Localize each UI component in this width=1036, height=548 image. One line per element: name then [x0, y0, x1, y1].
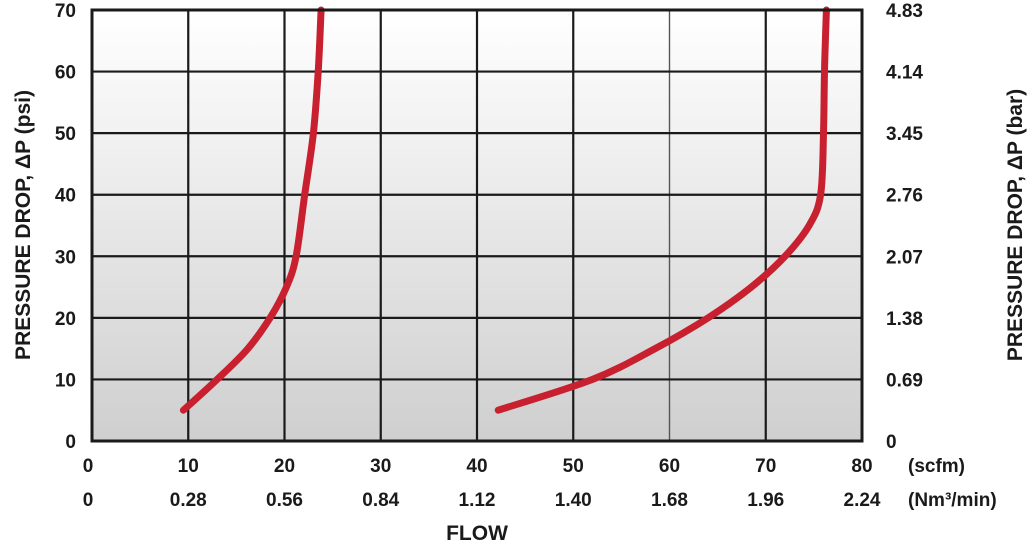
x-axis-title: FLOW: [446, 522, 508, 545]
x-tick-label-nm3: 1.12: [459, 490, 496, 511]
y-tick-label-bar: 1.38: [886, 309, 923, 330]
plot-frame: [90, 8, 864, 443]
x-tick-label-scfm: 60: [659, 456, 680, 477]
y-tick-label-bar: 2.76: [886, 186, 923, 207]
x-tick-label-scfm: 70: [755, 456, 776, 477]
x-unit-secondary: (Nm³/min): [908, 490, 997, 511]
x-tick-label-scfm: 10: [178, 456, 199, 477]
y-tick-label-psi: 70: [55, 1, 76, 22]
x-tick-label-nm3: 0.56: [266, 490, 303, 511]
y-tick-label-psi: 40: [55, 186, 76, 207]
y-tick-label-psi: 50: [55, 124, 76, 145]
y-tick-label-psi: 60: [55, 63, 76, 84]
x-tick-label-nm3: 0: [83, 490, 94, 511]
series-layer: [179, 6, 830, 414]
x-tick-label-nm3: 1.68: [651, 490, 688, 511]
x-tick-label-nm3: 1.40: [555, 490, 592, 511]
y-tick-label-psi: 30: [55, 247, 76, 268]
y-axis-title-left: PRESSURE DROP, ΔP (psi): [12, 90, 35, 360]
y-tick-label-bar: 0.69: [886, 370, 923, 391]
x-tick-label-scfm: 50: [563, 456, 584, 477]
x-tick-label-nm3: 2.24: [844, 490, 881, 511]
x-tick-label-scfm: 0: [83, 456, 94, 477]
y-axis-title-right: PRESSURE DROP, ΔP (bar): [1004, 89, 1027, 361]
x-tick-label-nm3: 0.28: [170, 490, 207, 511]
y-tick-label-psi: 10: [55, 370, 76, 391]
tick-labels: 00100.28200.56300.84401.12501.40601.6870…: [55, 1, 924, 511]
y-tick-label-bar: 3.45: [886, 124, 923, 145]
x-tick-label-nm3: 0.84: [362, 490, 399, 511]
x-tick-label-scfm: 20: [274, 456, 295, 477]
y-tick-label-psi: 20: [55, 309, 76, 330]
x-unit-primary: (scfm): [908, 456, 965, 477]
y-tick-label-bar: 0: [886, 432, 897, 453]
series-line: [179, 6, 325, 414]
series-line: [494, 6, 830, 414]
x-tick-label-scfm: 80: [851, 456, 872, 477]
y-tick-label-bar: 2.07: [886, 247, 923, 268]
x-tick-label-nm3: 1.96: [747, 490, 784, 511]
x-tick-label-scfm: 30: [370, 456, 391, 477]
y-tick-label-bar: 4.14: [886, 63, 923, 84]
y-tick-label-psi: 0: [65, 432, 76, 453]
y-tick-label-bar: 4.83: [886, 1, 923, 22]
x-tick-label-scfm: 40: [466, 456, 487, 477]
